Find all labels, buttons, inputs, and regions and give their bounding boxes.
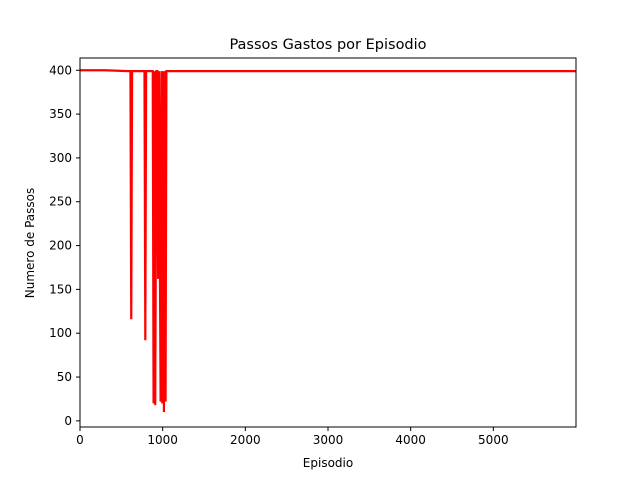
chart-title: Passos Gastos por Episodio [229,37,426,53]
x-tick-label: 5000 [478,433,509,447]
x-tick-label: 4000 [395,433,426,447]
x-tick-label: 2000 [230,433,261,447]
x-tick-label: 3000 [313,433,344,447]
y-tick-label: 0 [64,414,72,428]
y-tick-label: 250 [49,195,72,209]
series-layer [80,69,576,413]
y-tick-label: 150 [49,282,72,296]
y-tick-label: 300 [49,151,72,165]
y-axis-title: Numero de Passos [23,188,37,298]
series-line-0 [80,69,576,413]
y-tick-label: 200 [49,239,72,253]
y-tick-label: 350 [49,107,72,121]
y-tick-label: 400 [49,63,72,77]
y-tick-label: 50 [57,370,72,384]
x-tick-label: 0 [76,433,84,447]
x-axis-title: Episodio [303,456,353,470]
axes-layer: 0 1000 2000 3000 4000 5000 0 50 100 150 200 250 300 3… [49,57,577,447]
y-tick-label: 100 [49,326,72,340]
x-tick-label: 1000 [147,433,178,447]
